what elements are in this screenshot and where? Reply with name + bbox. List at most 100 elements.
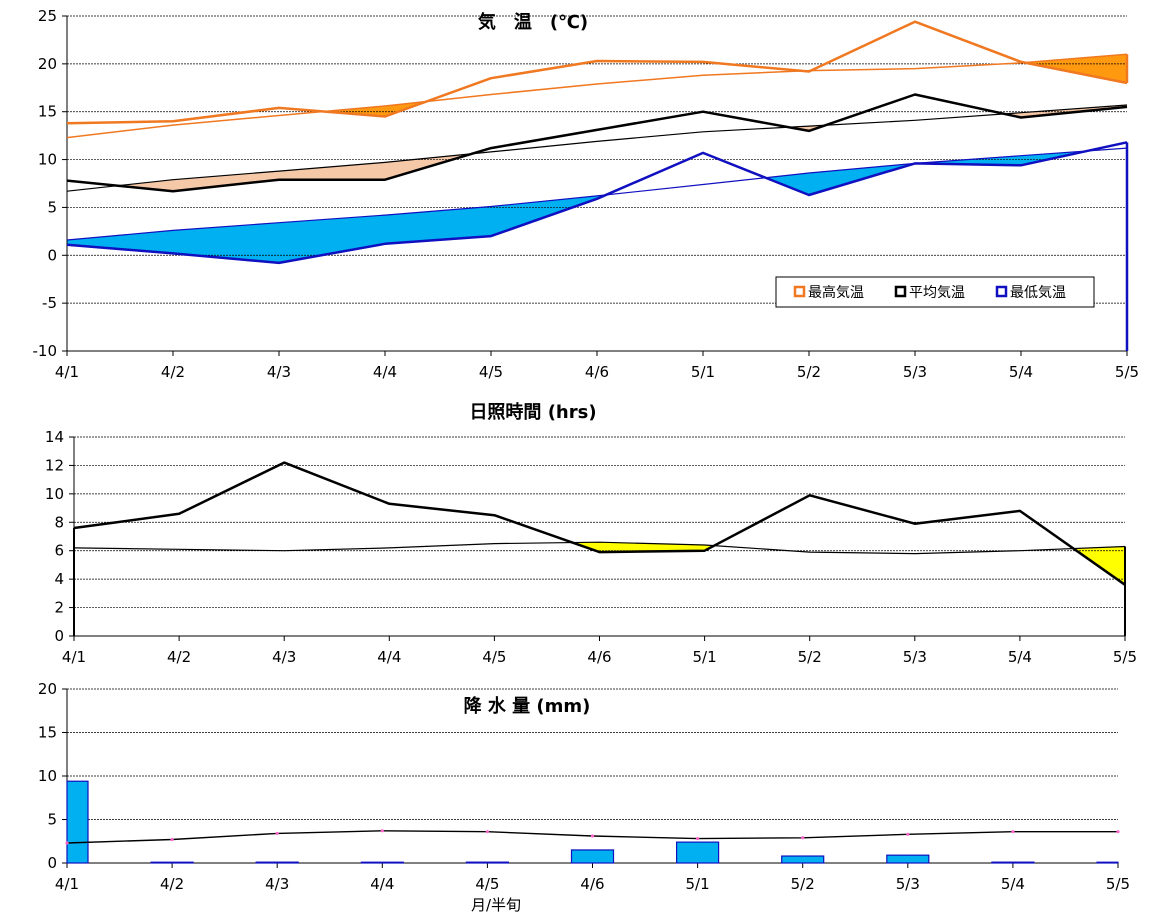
legend-label: 最高気温	[808, 284, 864, 301]
temp-x-tick-label: 4/4	[373, 363, 397, 381]
temp-y-tick-label: -5	[42, 294, 57, 312]
precipitation-normal-point	[1116, 830, 1120, 834]
sunshine-normal-line	[73, 541, 1126, 555]
sun-x-tick-label: 5/5	[1113, 648, 1137, 666]
rain-x-tick-label: 5/3	[896, 875, 920, 893]
rain-y-tick-label: 5	[47, 811, 57, 829]
sun-x-tick-label: 4/5	[482, 648, 506, 666]
sun-x-tick-label: 5/3	[903, 648, 927, 666]
precipitation-bar	[66, 780, 89, 864]
avg-temp-below-normal-fill	[173, 171, 279, 192]
sun-x-tick-label: 4/6	[587, 648, 611, 666]
max-temp-below-normal-fill	[1024, 54, 1127, 83]
precipitation-bar	[465, 861, 509, 864]
avg-temp-below-normal-fill	[117, 179, 173, 192]
max-temp-line	[66, 20, 1128, 125]
temp-y-tick-label: 5	[47, 198, 57, 216]
sun-y-tick-label: 6	[54, 542, 64, 560]
temp-x-tick-label: 5/2	[797, 363, 821, 381]
precipitation-normal-point	[380, 829, 384, 833]
temp-x-tick-label: 5/3	[903, 363, 927, 381]
precipitation-normal-point	[275, 831, 279, 836]
rain-x-tick-label: 4/3	[265, 875, 289, 893]
rain-x-tick-label: 4/4	[370, 875, 394, 893]
legend-swatch	[995, 285, 1008, 298]
temp-x-tick-label: 4/5	[479, 363, 503, 381]
temp-x-tick-label: 5/5	[1115, 363, 1139, 381]
temp-x-tick-label: 4/3	[267, 363, 291, 381]
sun-x-tick-label: 5/4	[1008, 648, 1032, 666]
precipitation-bar	[886, 854, 930, 864]
avg-temp-normal-line	[66, 104, 1128, 192]
sunshine-chart: 14 12 10 8 6 4 2 0 4/1 4/2 4/3 4/4 4/5 4/6 5/1 5/2 5/3 5/…	[45, 402, 1137, 666]
rain-y-tick-label: 10	[38, 767, 57, 785]
sun-x-tick-label: 4/2	[167, 648, 191, 666]
temp-y-tick-label: -10	[33, 342, 58, 360]
precipitation-chart-title: 降 水 量 (mm)	[464, 695, 591, 717]
sun-x-tick-label: 5/1	[693, 648, 717, 666]
rain-x-tick-label: 5/4	[1001, 875, 1025, 893]
rain-x-tick-label: 5/5	[1106, 875, 1130, 893]
precipitation-normal-point	[801, 836, 805, 840]
precipitation-normal-point	[906, 832, 910, 836]
precipitation-bar	[255, 861, 299, 864]
temperature-legend: 最高気温 平均気温 最低気温	[775, 276, 1095, 308]
legend-label: 最低気温	[1010, 285, 1066, 301]
rain-x-tick-label: 4/6	[580, 875, 604, 893]
precipitation-normal-point	[170, 837, 174, 842]
min-temp-normal-line	[66, 147, 1128, 241]
legend-label: 平均気温	[909, 285, 965, 301]
rain-y-tick-label: 15	[38, 724, 57, 742]
rain-x-tick-label: 5/1	[686, 875, 710, 893]
avg-temp-below-normal-fill	[279, 162, 385, 180]
precipitation-bar	[570, 849, 615, 864]
precipitation-bar	[1096, 861, 1119, 864]
sun-y-tick-label: 12	[45, 456, 64, 474]
sun-y-tick-label: 0	[54, 627, 64, 645]
min-temp-below-normal-fill	[173, 222, 279, 263]
max-temp-below-normal-fill	[323, 106, 385, 117]
precipitation-normal-point	[485, 830, 489, 834]
precipitation-bar	[360, 861, 404, 864]
precipitation-normal-point	[590, 834, 595, 838]
temp-x-tick-label: 4/1	[55, 363, 79, 381]
rain-x-tick-label: 5/2	[791, 875, 815, 893]
temp-y-tick-label: 20	[38, 55, 57, 73]
rain-y-tick-label: 0	[47, 854, 57, 872]
legend-swatch	[894, 285, 907, 298]
legend-box	[775, 276, 1095, 308]
temp-y-tick-label: 10	[38, 151, 57, 169]
temp-y-tick-label: 0	[47, 246, 57, 264]
sunshine-line	[73, 461, 1126, 586]
rain-x-tick-label: 4/5	[475, 875, 499, 893]
min-temp-below-normal-fill	[279, 215, 385, 263]
sun-y-tick-label: 4	[54, 570, 64, 588]
min-temp-line	[66, 141, 1128, 265]
temp-x-tick-label: 4/6	[585, 363, 609, 381]
temperature-chart: 25 20 15 10 5 0 -5 -10 4/1 4/2 4/3 4/4 4/5 4/6 5/1 5/2 5…	[33, 7, 1140, 381]
sun-y-tick-label: 14	[45, 428, 64, 446]
sun-y-tick-label: 10	[45, 485, 64, 503]
temp-y-tick-label: 25	[38, 7, 57, 25]
min-temp-below-normal-fill	[67, 230, 173, 254]
temp-x-tick-label: 4/2	[161, 363, 185, 381]
rain-x-tick-label: 4/2	[160, 875, 184, 893]
temp-x-tick-label: 5/4	[1009, 363, 1033, 381]
sun-x-tick-label: 4/4	[377, 648, 401, 666]
precipitation-bar	[781, 855, 825, 864]
min-temp-below-normal-fill	[385, 206, 491, 244]
precipitation-normal-point	[1011, 830, 1015, 834]
avg-temp-line	[66, 93, 1128, 193]
rain-y-tick-label: 20	[38, 680, 57, 698]
sun-y-tick-label: 8	[54, 513, 64, 531]
sun-x-tick-label: 5/2	[798, 648, 822, 666]
temperature-chart-title: 気 温 (℃)	[478, 11, 588, 33]
precipitation-bar	[991, 861, 1035, 864]
x-axis-label: 月/半旬	[471, 896, 521, 914]
max-temp-normal-line	[66, 53, 1128, 139]
precipitation-bar	[675, 841, 720, 864]
precipitation-normal-point	[696, 837, 700, 841]
sun-x-tick-label: 4/1	[62, 648, 86, 666]
temp-y-tick-label: 15	[38, 103, 57, 121]
